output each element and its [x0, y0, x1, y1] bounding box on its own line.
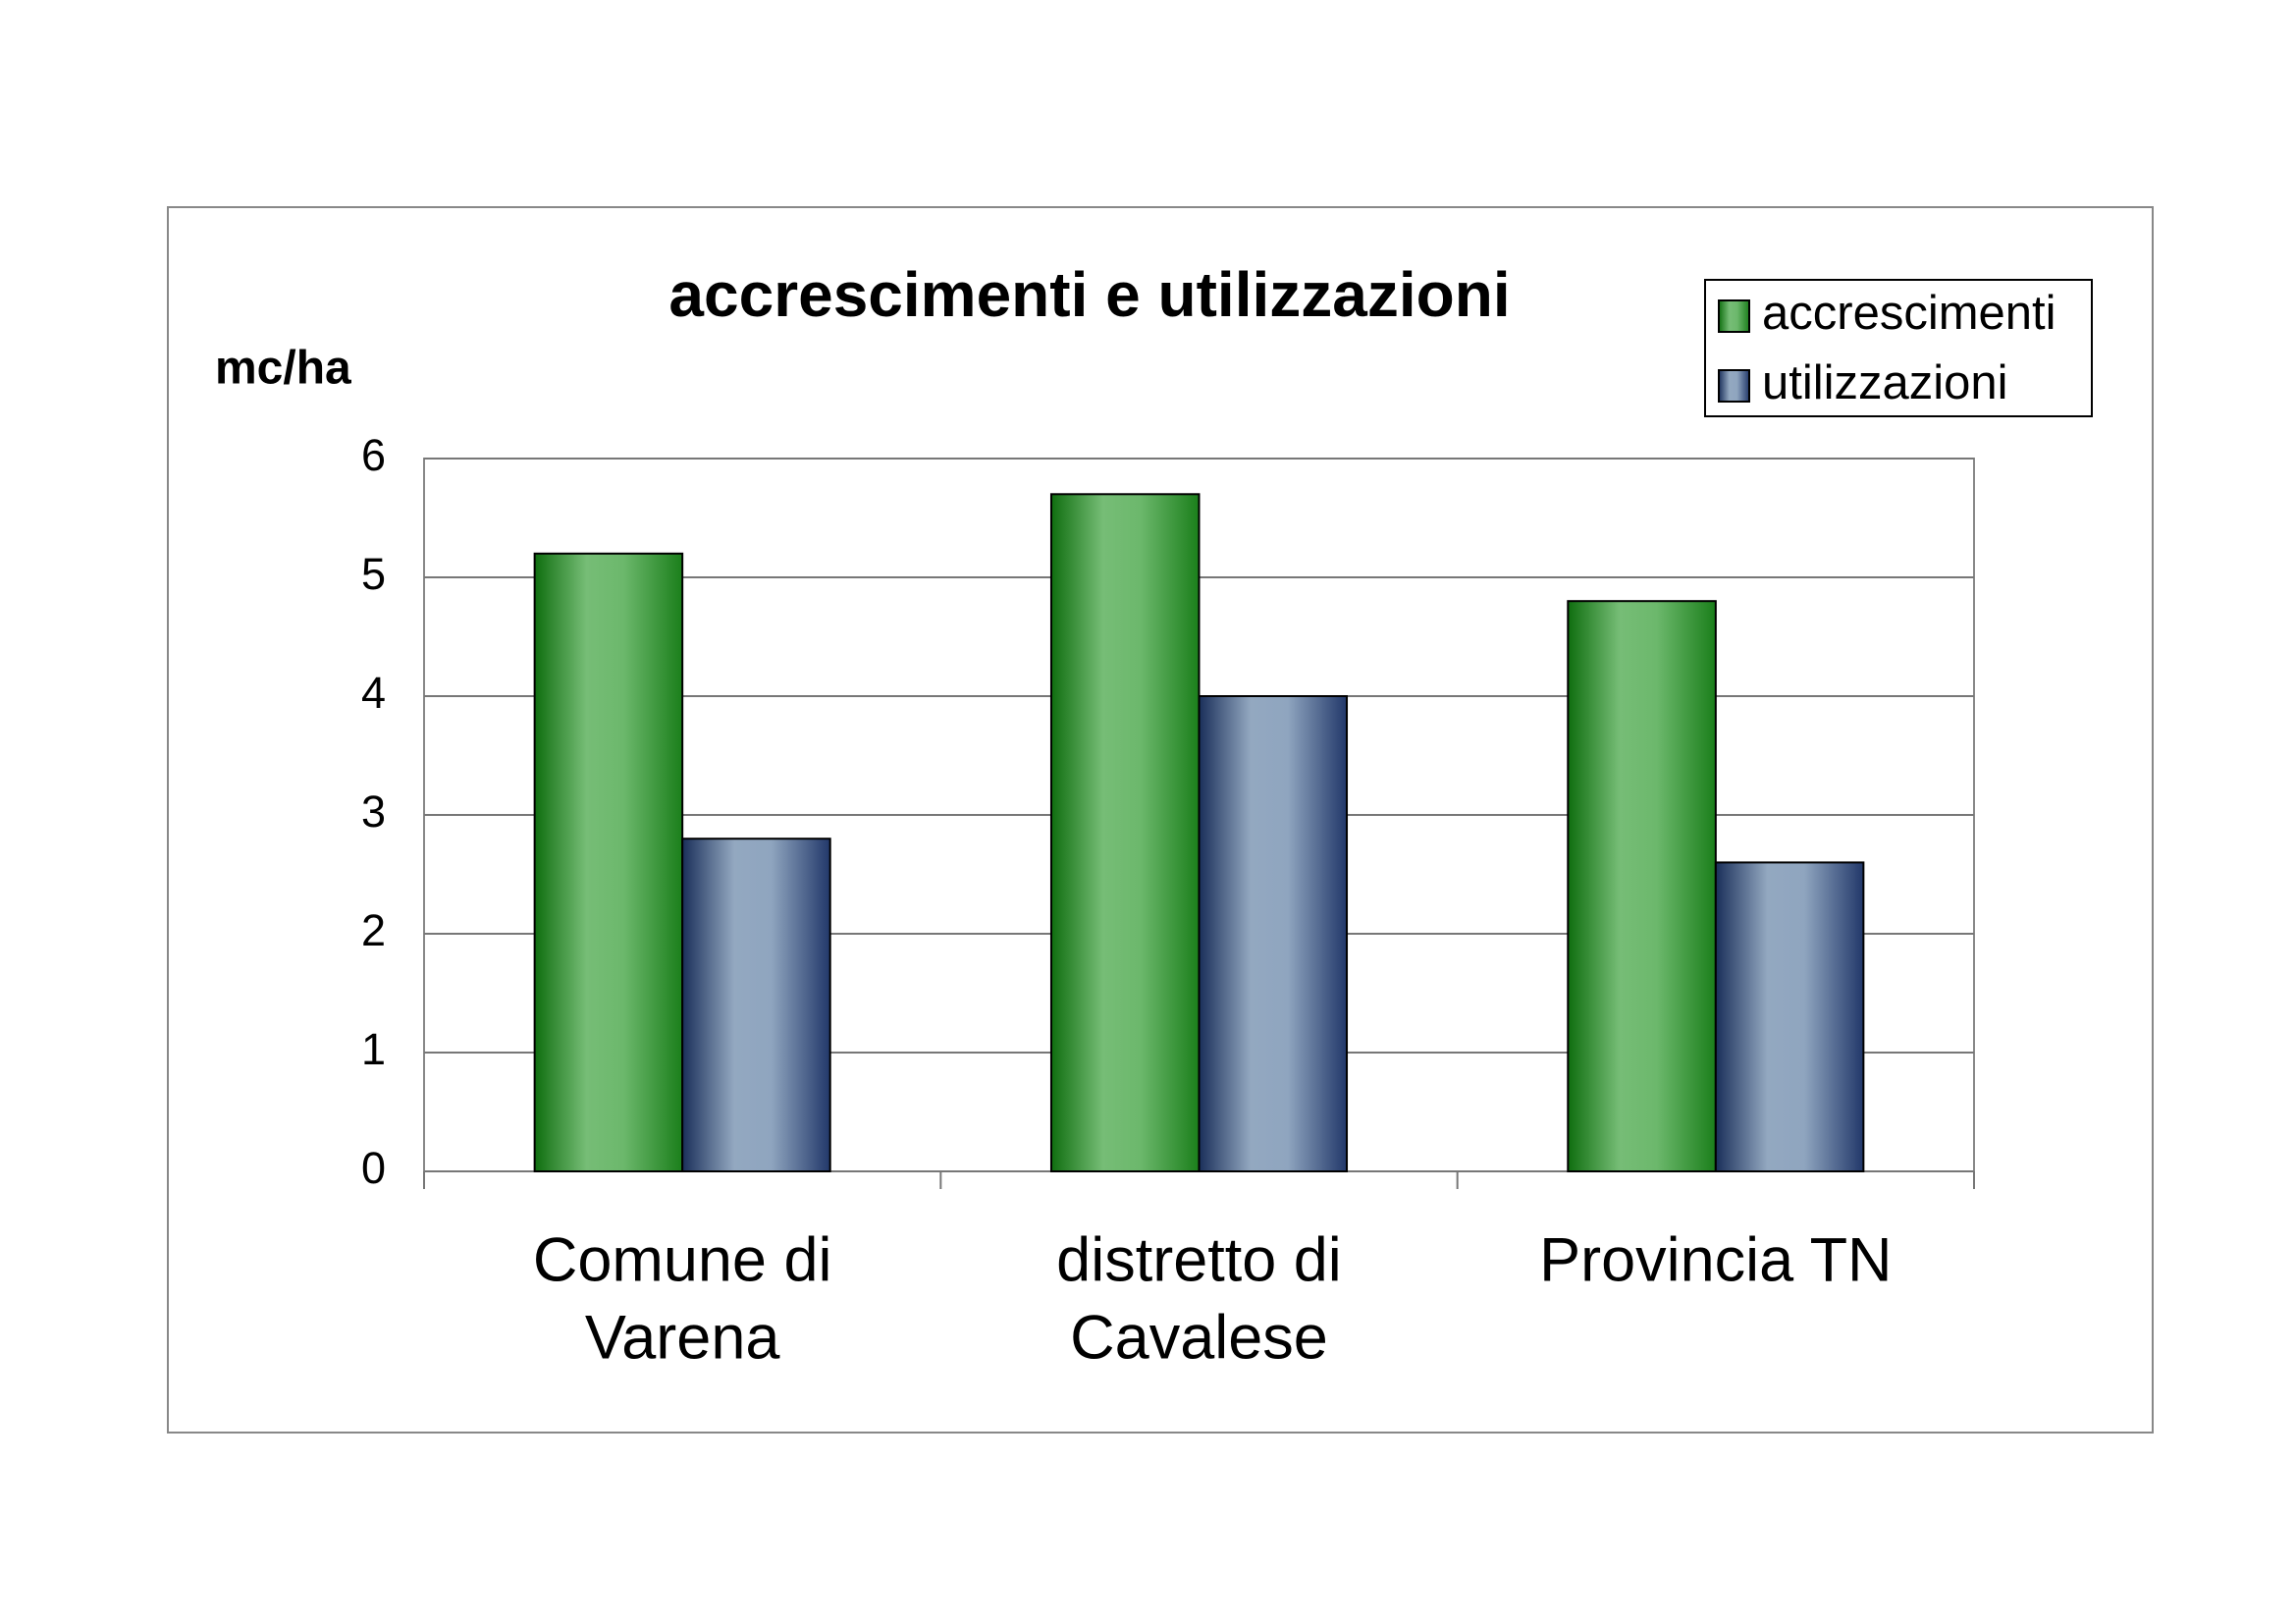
legend-label: accrescimenti: [1762, 287, 2056, 340]
bar: [1049, 493, 1201, 1172]
legend-label: utilizzazioni: [1762, 356, 2008, 409]
y-tick-label: 2: [361, 905, 386, 955]
y-tick-label: 1: [361, 1024, 386, 1074]
legend: [1704, 279, 2093, 417]
legend-swatch: [1718, 299, 1750, 333]
x-tick-label: Provincia TN: [1539, 1226, 1892, 1295]
x-tick-label: Comune di: [533, 1226, 832, 1295]
x-tick-label: Varena: [585, 1304, 780, 1373]
y-tick-label: 0: [361, 1143, 386, 1193]
legend-swatch: [1718, 369, 1750, 403]
bar: [1198, 695, 1349, 1172]
bar: [1567, 600, 1717, 1172]
y-tick-label: 4: [361, 668, 386, 718]
chart-title: accrescimenti e utilizzazioni: [668, 259, 1510, 330]
bar: [533, 552, 684, 1172]
y-tick-label: 3: [361, 786, 386, 837]
y-axis-label: mc/ha: [215, 343, 351, 395]
y-tick-label: 6: [361, 430, 386, 480]
y-tick-label: 5: [361, 549, 386, 599]
x-tick-label: distretto di: [1056, 1226, 1342, 1295]
bar: [681, 838, 831, 1172]
x-tick-label: Cavalese: [1070, 1304, 1328, 1373]
bar: [1714, 861, 1865, 1173]
